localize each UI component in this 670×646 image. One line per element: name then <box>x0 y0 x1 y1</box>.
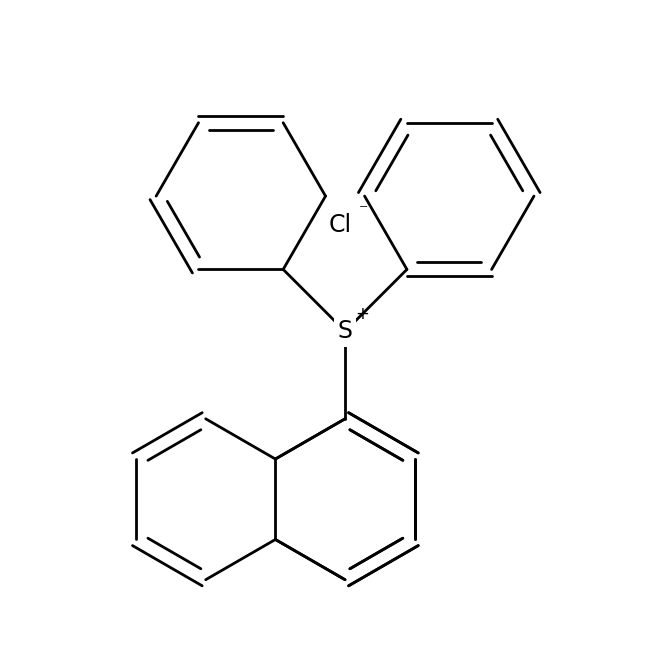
Text: S: S <box>338 319 352 343</box>
Text: +: + <box>355 306 369 324</box>
Text: ⁻: ⁻ <box>359 202 368 220</box>
Text: Cl: Cl <box>329 213 352 238</box>
